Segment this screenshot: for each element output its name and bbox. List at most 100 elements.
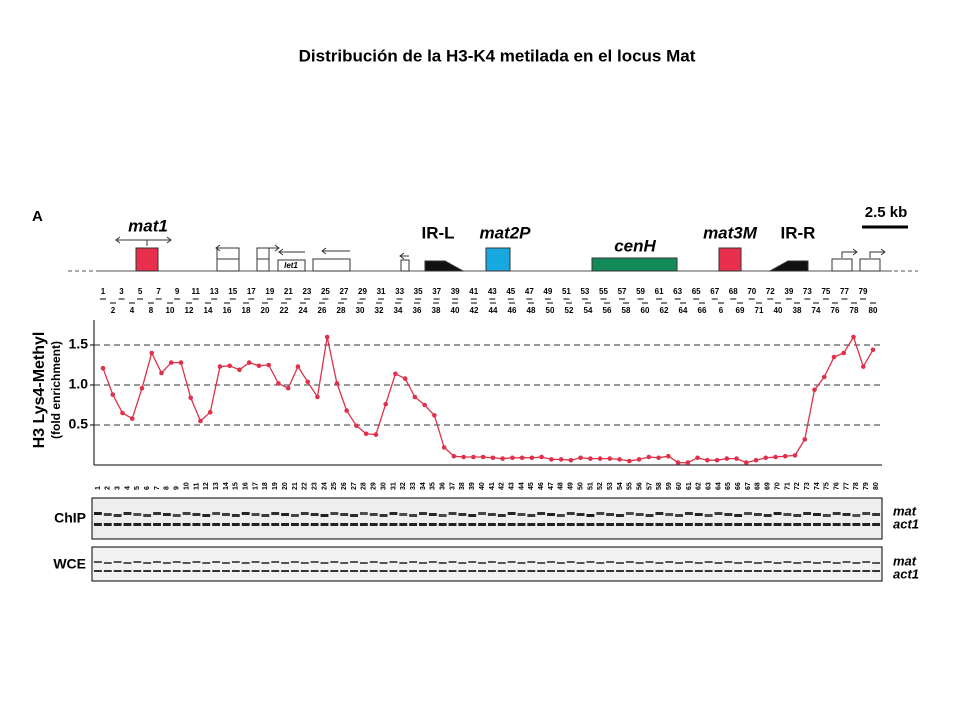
primer-label: 51 [562,287,571,296]
gel-band [547,513,555,516]
primer-label: 3 [119,287,124,296]
lane-label: 42 [499,482,506,490]
gel-band [281,562,290,564]
title: Distribución de la H3-K4 metilada en el … [299,46,696,65]
primer-label: 40 [451,306,460,315]
gel-band [192,523,201,526]
primer-label: 29 [358,287,367,296]
gel-band [497,570,506,572]
gel-band-label: mat [893,503,917,518]
primer-label: 49 [543,287,552,296]
lane-label: 1 [95,486,102,490]
gel-band [438,523,447,526]
gel-band [419,512,427,515]
gel-band [497,523,506,526]
gel-band [616,562,624,564]
gel-band [527,570,536,572]
gel-band [606,513,615,516]
data-point [393,371,398,377]
gel-band [340,523,349,526]
gel-band [359,512,368,515]
gel-band [773,562,782,564]
gel-band [862,561,871,563]
gel-band [655,512,664,515]
gel-band [428,523,437,526]
data-point [753,457,759,463]
primer-label: 59 [636,287,645,296]
lane-label: 70 [774,482,781,490]
data-point [792,453,798,458]
gel-band [724,570,733,572]
data-point [237,367,242,373]
data-point [646,454,652,460]
gel-band [113,514,122,517]
gel-band [290,514,299,517]
gel-band [438,562,447,564]
gel-band [537,512,546,515]
data-point [188,395,194,401]
gel-chip [91,497,883,540]
lane-label: 33 [410,482,417,490]
gel-band [241,523,250,526]
gel-band [714,570,723,572]
gel-band [103,570,112,572]
gel-band [556,570,565,572]
gel-band [616,523,624,526]
gel-band [734,562,743,564]
lane-label: 31 [390,482,397,490]
lane-label: 27 [351,482,358,490]
data-point [129,416,135,421]
gel-band [212,512,221,515]
gel-band [497,562,506,564]
gel-band [507,570,516,572]
gel-band [369,513,378,516]
gene-label: cenH [614,236,656,255]
gel-band [635,513,644,516]
gel-band [842,570,851,572]
gel-band [222,523,230,526]
gel-band [300,562,309,564]
gel-band [586,523,595,526]
primer-label: 44 [489,306,498,315]
gel-band [389,570,398,572]
gel-band [744,561,752,563]
gel-band [143,570,152,572]
gel-band [822,514,831,517]
primer-label: 58 [622,306,631,315]
gel-band [487,561,496,563]
primer-label: 41 [469,287,478,296]
gel-band [487,513,496,516]
lane-label: 21 [292,482,299,490]
primer-label: 12 [185,306,194,315]
gel-band [290,561,299,563]
lane-label: 14 [223,482,230,490]
gel-band [606,561,615,563]
gel-band [773,523,782,526]
primer-label: 63 [673,287,682,296]
primer-label: 77 [840,287,849,296]
primer-label: 39 [784,287,793,296]
gel-band [271,561,280,563]
gel-band [783,513,792,516]
gel-band [734,523,743,526]
primer-label: 4 [130,306,135,315]
gel-band [655,562,664,564]
primer-label: 60 [641,306,650,315]
gel-band [182,562,191,564]
gel-band [537,570,546,572]
y-tick-label: 1.5 [69,336,89,352]
data-point [324,334,330,340]
gel-band [458,523,467,526]
gel-band [251,561,260,563]
gel-band [625,561,634,563]
gel-band [704,523,713,526]
gel-band [182,570,191,572]
gel-band [793,562,802,564]
gel-band [675,514,684,517]
gel-band [753,570,762,572]
gel-band [182,512,191,515]
primer-label: 13 [210,287,219,296]
gel-band [803,570,812,572]
gel-band [271,512,280,515]
gel-band [133,570,142,572]
